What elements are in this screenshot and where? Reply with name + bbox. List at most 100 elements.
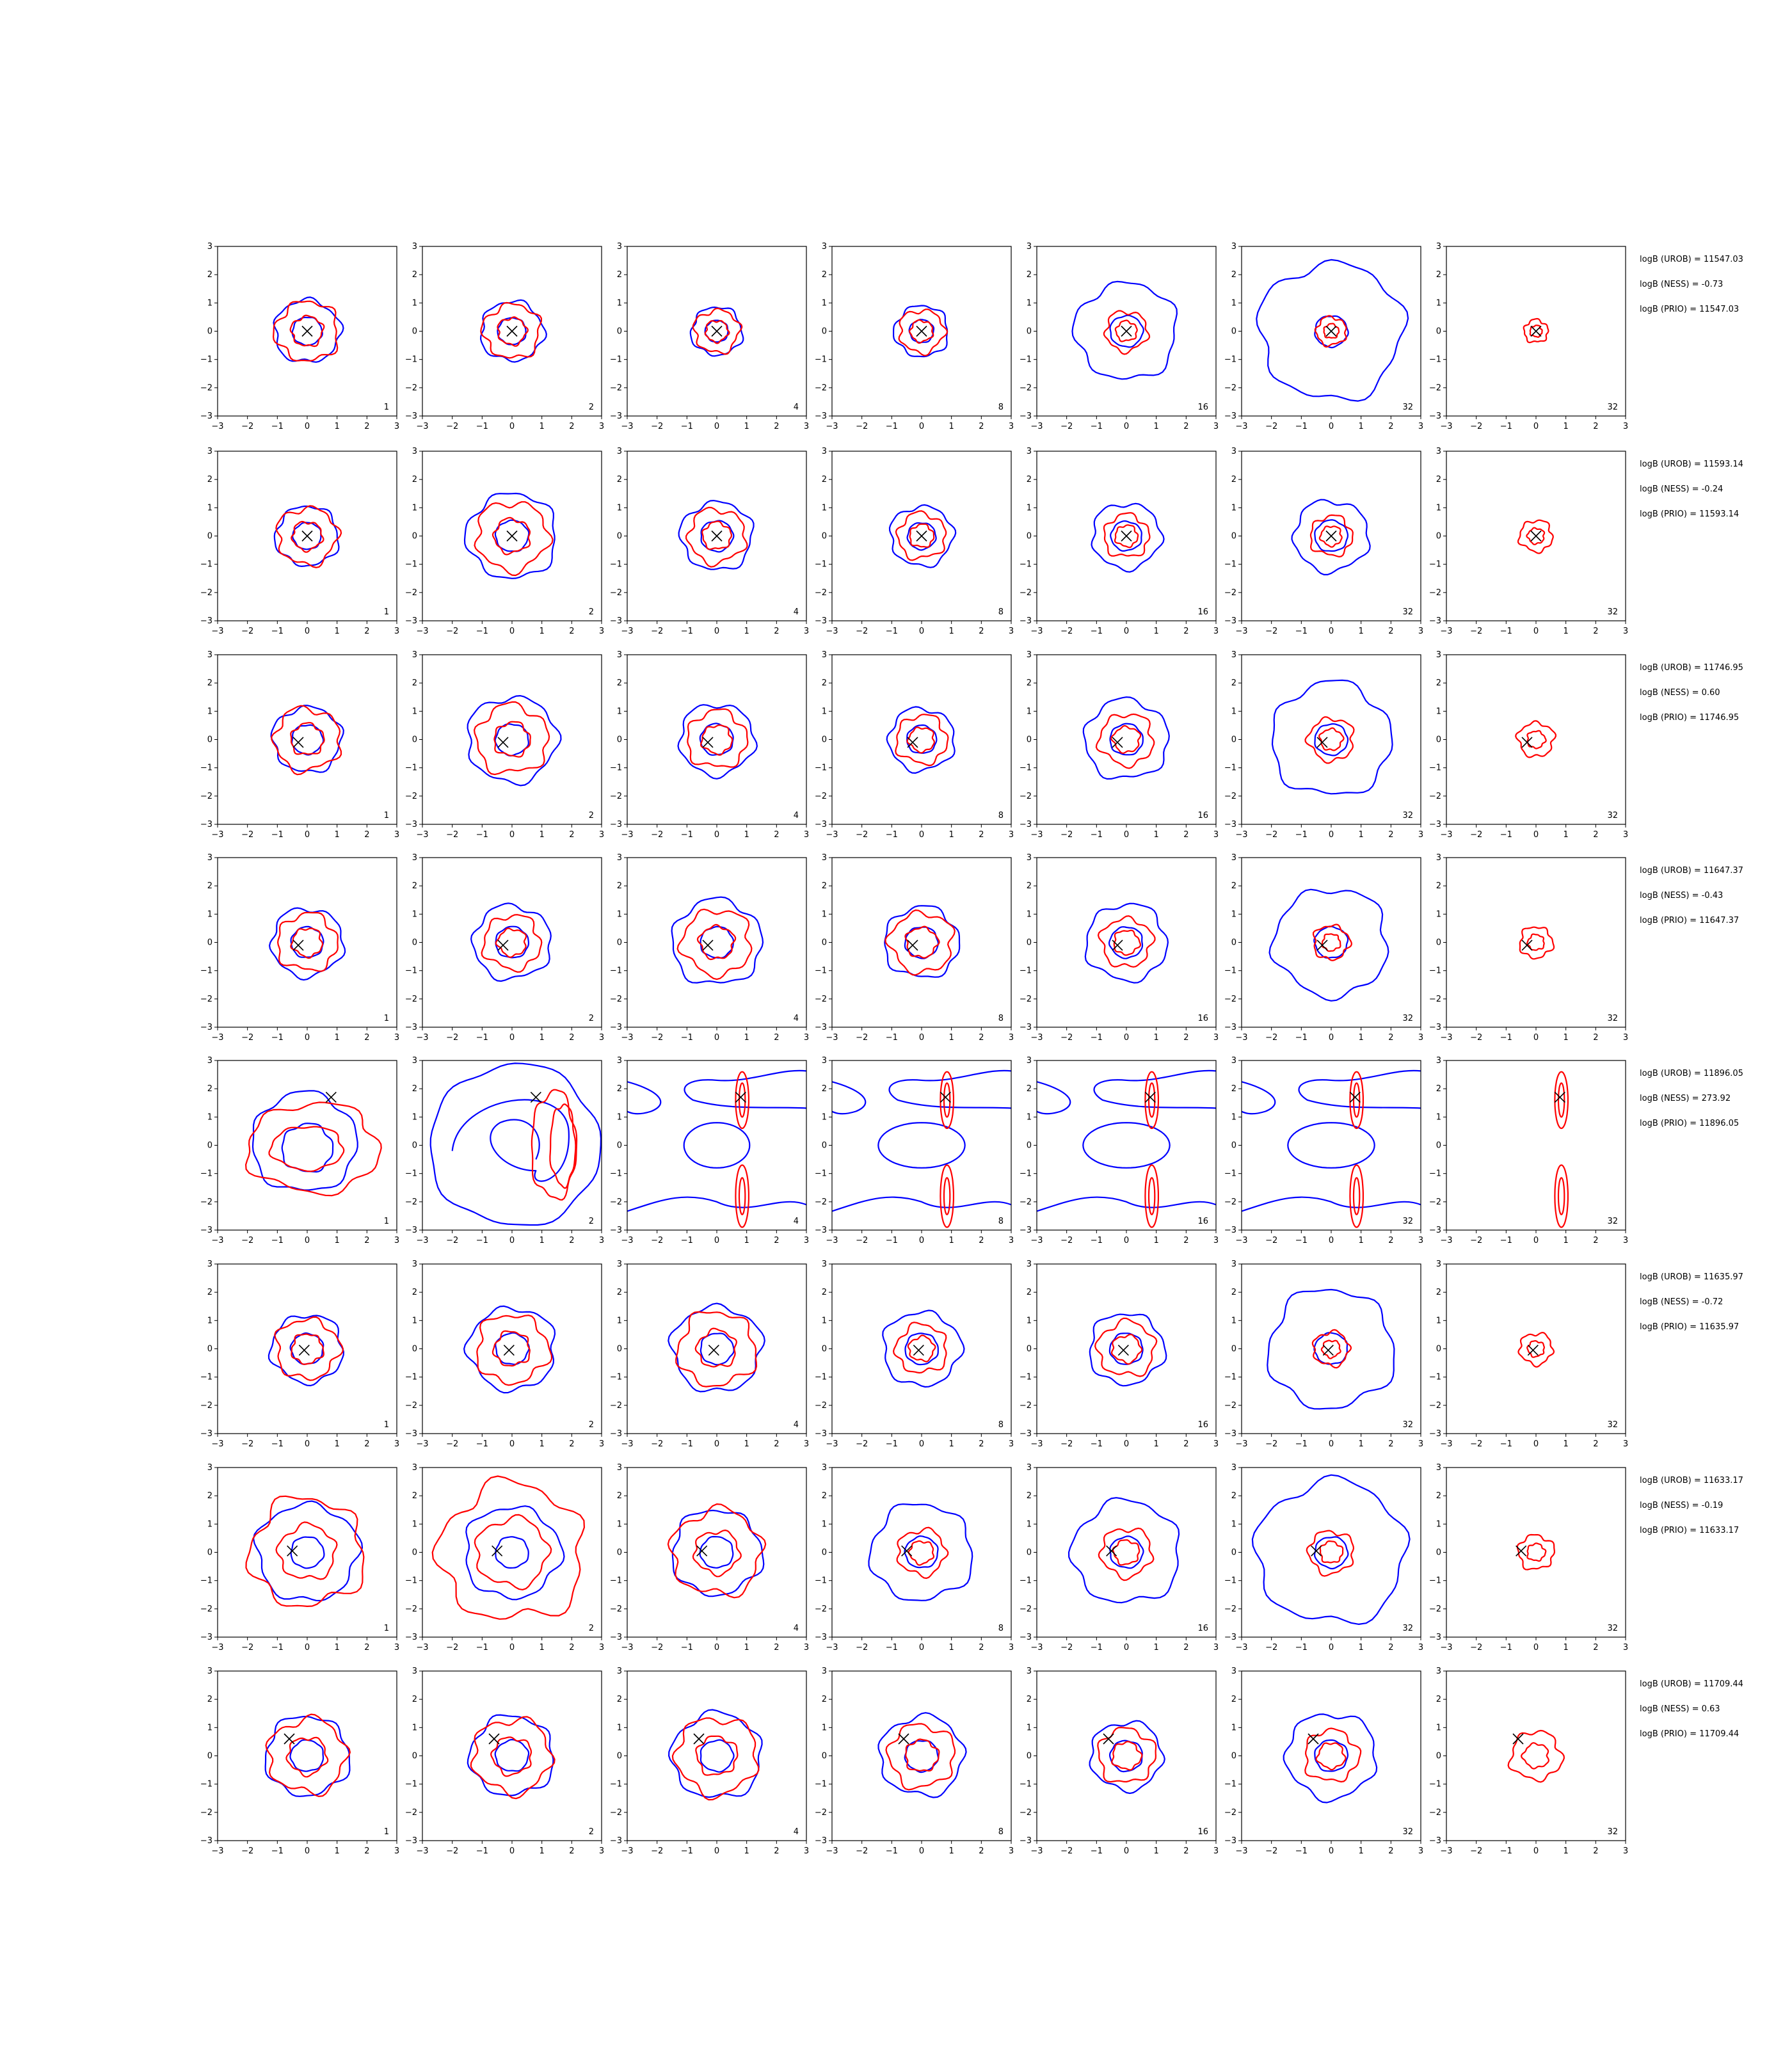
x-tick-label: −3	[1030, 1033, 1043, 1043]
panel-iteration-label: 32	[1402, 1624, 1413, 1633]
x-tick-label: −1	[1500, 830, 1512, 840]
x-tick-label: −2	[651, 1236, 663, 1245]
panel-iteration-label: 4	[794, 1014, 799, 1023]
x-tick-label: −1	[886, 1236, 898, 1245]
contour-lines	[832, 1069, 1011, 1228]
x-tick-label: 0	[919, 1236, 924, 1245]
contour-lines	[689, 307, 744, 357]
x-tick-label: 2	[774, 1236, 779, 1245]
x-tick-label: 0	[1329, 1846, 1334, 1856]
log-bayes-stat: logB (UROB) = 11746.95	[1640, 663, 1743, 673]
panel-iteration-label: 16	[1197, 1217, 1208, 1226]
x-tick-label: 0	[714, 1846, 719, 1856]
y-tick-label: −1	[610, 1780, 622, 1789]
x-tick-label: −3	[826, 422, 838, 431]
x-tick-label: 2	[1183, 830, 1188, 840]
y-tick-label: −2	[610, 792, 622, 801]
x-tick-label: 3	[599, 627, 604, 636]
x-tick-label: 0	[1124, 627, 1129, 636]
y-tick-label: 0	[1231, 1141, 1236, 1151]
y-tick-label: 3	[1436, 1056, 1441, 1066]
y-tick-label: −1	[405, 966, 417, 976]
y-tick-label: 2	[207, 1084, 212, 1094]
blue-contour-center	[877, 1122, 966, 1169]
x-tick-label: −1	[476, 1439, 488, 1449]
x-tick-label: −2	[1470, 1033, 1482, 1043]
x-tick-label: 2	[569, 627, 574, 636]
x-tick-label: −3	[1440, 1033, 1452, 1043]
y-tick-label: 0	[1436, 327, 1441, 337]
y-tick-label: 3	[617, 1056, 622, 1066]
x-tick-label: −3	[1235, 422, 1247, 431]
x-tick-label: −2	[1060, 1236, 1073, 1245]
y-tick-label: 0	[617, 532, 622, 541]
y-tick-label: −2	[610, 1197, 622, 1207]
panel-iteration-label: 1	[384, 1217, 389, 1226]
y-tick-label: 2	[1436, 1288, 1441, 1297]
y-tick-label: −2	[1429, 1808, 1441, 1818]
y-tick-label: −3	[1224, 1633, 1236, 1642]
y-tick-label: 2	[412, 1288, 417, 1297]
x-tick-label: −3	[621, 422, 633, 431]
y-tick-label: −2	[405, 1401, 417, 1411]
panel-iteration-label: 2	[589, 1827, 594, 1837]
x-tick-label: −1	[886, 1033, 898, 1043]
red-contour-upper-inner	[1148, 1082, 1156, 1118]
x-tick-label: 2	[569, 422, 574, 431]
y-tick-label: 2	[412, 1491, 417, 1501]
red-contour-inner	[1111, 1741, 1143, 1771]
x-tick-label: 0	[714, 1439, 719, 1449]
y-tick-label: 1	[1231, 298, 1236, 308]
y-tick-label: 1	[412, 909, 417, 919]
y-tick-label: −3	[1429, 820, 1441, 829]
y-tick-label: 1	[1436, 707, 1441, 716]
y-tick-label: 1	[1436, 909, 1441, 919]
y-tick-label: −3	[1429, 1226, 1441, 1235]
x-tick-label: 3	[1009, 1236, 1014, 1245]
contour-lines	[868, 1503, 973, 1601]
blue-contour-outer	[1271, 679, 1393, 795]
log-bayes-stat: logB (UROB) = 11647.37	[1640, 866, 1743, 876]
y-tick-label: 1	[1027, 1723, 1032, 1732]
y-tick-label: −3	[610, 1226, 622, 1235]
x-tick-label: 1	[744, 1236, 749, 1245]
blue-contour-outer	[678, 500, 755, 570]
blue-contour-inner	[1314, 519, 1348, 552]
x-tick-label: 0	[714, 1033, 719, 1043]
x-tick-label: 2	[979, 830, 984, 840]
x-tick-label: −1	[886, 1846, 898, 1856]
x-tick-label: 3	[1009, 627, 1014, 636]
y-tick-label: 3	[207, 1667, 212, 1676]
x-tick-label: 3	[804, 422, 809, 431]
y-tick-label: 2	[1231, 1084, 1236, 1094]
y-tick-label: −1	[200, 764, 212, 773]
x-tick-label: 3	[1623, 1439, 1628, 1449]
y-tick-label: −2	[1224, 1197, 1236, 1207]
x-tick-label: 3	[1623, 627, 1628, 636]
blue-contour-inner	[1314, 1739, 1348, 1772]
red-contour-outer	[1314, 315, 1347, 348]
x-tick-label: 1	[540, 1643, 545, 1652]
red-contour-lower-outer	[735, 1164, 749, 1228]
y-tick-label: 1	[822, 1519, 827, 1529]
red-contour-inner	[1318, 727, 1345, 751]
y-tick-label: 3	[1231, 1667, 1236, 1676]
panel-iteration-label: 1	[384, 811, 389, 820]
red-contour-inner	[1319, 1540, 1344, 1564]
contour-lines	[1089, 1720, 1165, 1795]
x-tick-label: 1	[1154, 1643, 1159, 1652]
x-tick-label: 3	[1418, 1643, 1423, 1652]
contour-lines	[467, 695, 562, 787]
red-contour-inner	[694, 1327, 737, 1368]
log-bayes-stat: logB (PRIO) = 11633.17	[1640, 1526, 1739, 1535]
y-tick-label: −1	[815, 355, 827, 365]
blue-contour-bottom	[832, 1196, 1011, 1212]
y-tick-label: 0	[1231, 1345, 1236, 1354]
x-tick-label: 0	[1533, 1439, 1539, 1449]
blue-contour-outer	[886, 706, 956, 774]
x-tick-label: −3	[416, 1033, 428, 1043]
x-tick-label: −1	[681, 1439, 693, 1449]
panel-iteration-label: 32	[1402, 811, 1413, 820]
true-value-marker	[292, 737, 304, 748]
